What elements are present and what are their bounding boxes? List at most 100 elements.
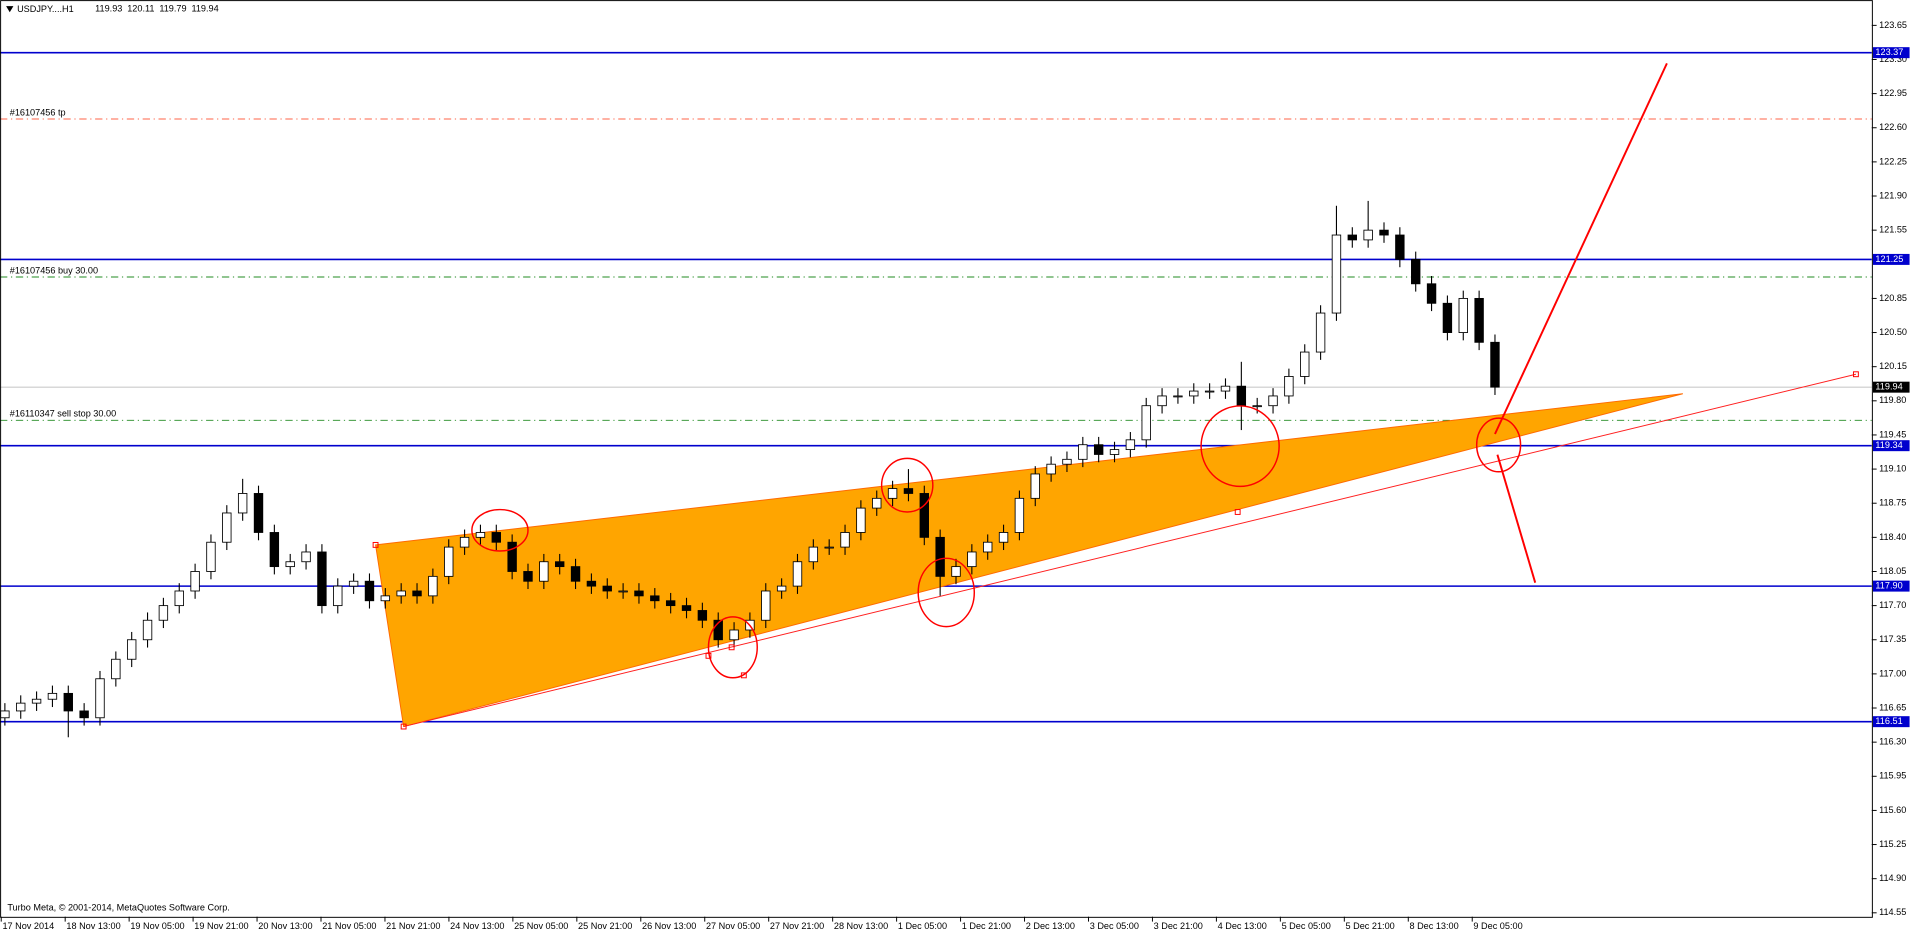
candle-body — [998, 532, 1009, 543]
candle-body — [1395, 234, 1405, 260]
candle-body — [1474, 297, 1484, 343]
candle-body — [840, 532, 850, 548]
candle-body — [111, 658, 121, 680]
y-tick-label: 118.75 — [1879, 498, 1906, 508]
x-tick-label: 27 Nov 05:00 — [706, 921, 760, 931]
candle-body — [507, 541, 517, 572]
circle — [880, 457, 934, 513]
arrow-line — [1494, 62, 1668, 435]
x-tick-label: 5 Dec 05:00 — [1282, 921, 1331, 931]
y-tick-label: 119.80 — [1879, 395, 1906, 405]
footer: Turbo Meta, © 2001-2014, MetaQuotes Soft… — [7, 903, 230, 913]
channel-drawing — [375, 393, 1683, 728]
y-tick-label: 115.60 — [1879, 805, 1906, 815]
y-tick-label: 119.45 — [1879, 429, 1906, 439]
candle-body — [1030, 473, 1040, 499]
x-tick-label: 21 Nov 21:00 — [386, 921, 440, 931]
candle-body — [1379, 229, 1389, 236]
candle-body — [1189, 390, 1199, 397]
candle-body — [475, 532, 486, 538]
candle-body — [856, 507, 866, 533]
handle — [372, 541, 379, 548]
current-price-box — [1872, 381, 1910, 393]
symbol-title: USDJPY....H1 — [17, 4, 74, 14]
level-label: 116.51 — [1875, 716, 1902, 726]
x-tick-label: 25 Nov 21:00 — [578, 921, 632, 931]
candle-body — [1109, 449, 1120, 455]
candle-body — [1315, 312, 1326, 353]
candle-body — [523, 571, 533, 582]
header-value: 119.79 — [159, 4, 186, 14]
y-tick-label: 117.35 — [1879, 634, 1906, 644]
candle-body — [1125, 439, 1136, 451]
candle-body — [665, 600, 676, 607]
candle-body — [1220, 385, 1231, 392]
candle-body — [618, 590, 628, 593]
candle-body — [317, 551, 327, 607]
level-box — [1872, 253, 1910, 265]
candle-body — [903, 488, 914, 494]
candle-body — [713, 619, 723, 641]
candle-body — [380, 595, 391, 602]
y-tick-label: 117.70 — [1879, 600, 1906, 610]
y-tick-label: 123.30 — [1879, 54, 1907, 64]
y-tick-label: 121.55 — [1879, 225, 1907, 235]
x-tick-label: 1 Dec 05:00 — [898, 921, 947, 931]
menu-arrow[interactable] — [6, 6, 14, 13]
candle-body — [1442, 302, 1453, 333]
y-tick-label: 120.50 — [1879, 327, 1907, 337]
level-label: 117.90 — [1875, 581, 1902, 591]
candle-body — [1014, 497, 1025, 533]
handle — [705, 652, 712, 659]
order-label: #16107456 buy 30.00 — [10, 265, 98, 275]
y-tick-label: 117.00 — [1879, 668, 1906, 678]
x-tick-label: 26 Nov 13:00 — [642, 921, 696, 931]
candle-body — [31, 698, 42, 704]
x-tick-label: 19 Nov 21:00 — [194, 921, 248, 931]
candle-body — [47, 692, 58, 700]
candle-body — [348, 580, 359, 587]
circle — [917, 557, 976, 628]
x-tick-label: 9 Dec 05:00 — [1473, 921, 1522, 931]
x-tick-label: 25 Nov 05:00 — [514, 921, 568, 931]
candle-body — [206, 541, 216, 572]
handle — [1852, 371, 1859, 378]
candle-body — [1062, 458, 1072, 465]
x-tick-label: 5 Dec 21:00 — [1346, 921, 1395, 931]
level-box — [1872, 716, 1910, 728]
header-value: 120.11 — [127, 4, 154, 14]
candle-body — [1411, 258, 1421, 285]
candle-body — [1363, 229, 1373, 241]
y-tick-label: 118.05 — [1879, 566, 1906, 576]
candle-body — [729, 629, 739, 641]
candle-body — [190, 571, 200, 592]
order-label: #16107456 tp — [10, 107, 66, 117]
candle-body — [222, 512, 232, 543]
arrow-line — [1496, 454, 1537, 583]
x-tick-label: 27 Nov 21:00 — [770, 921, 824, 931]
candle-body — [158, 605, 169, 621]
candle-body — [301, 551, 311, 563]
header-values: 119.93 120.11 119.79 119.94 — [95, 4, 219, 14]
candle-body — [333, 585, 343, 607]
candle-body — [459, 536, 470, 548]
candle-body — [808, 546, 819, 563]
circle — [1475, 417, 1522, 473]
candle-body — [792, 561, 803, 587]
level-box — [1872, 580, 1910, 592]
candle-body — [634, 590, 644, 597]
level-label: 123.37 — [1875, 47, 1903, 57]
candle-body — [1236, 385, 1247, 407]
axes: 123.65 123.30 122.95 122.60 122.25 121.90 121.… — [0, 20, 1907, 931]
candle-body — [570, 566, 581, 582]
order-label: #16110347 sell stop 30.00 — [10, 409, 116, 419]
x-tick-label: 18 Nov 13:00 — [66, 921, 120, 931]
level-box — [1872, 47, 1910, 59]
y-tick-label: 121.90 — [1879, 190, 1907, 200]
candle-body — [142, 619, 153, 641]
candle-body — [650, 595, 660, 602]
annotations — [372, 62, 1859, 730]
x-tick-label: 3 Dec 21:00 — [1154, 921, 1203, 931]
